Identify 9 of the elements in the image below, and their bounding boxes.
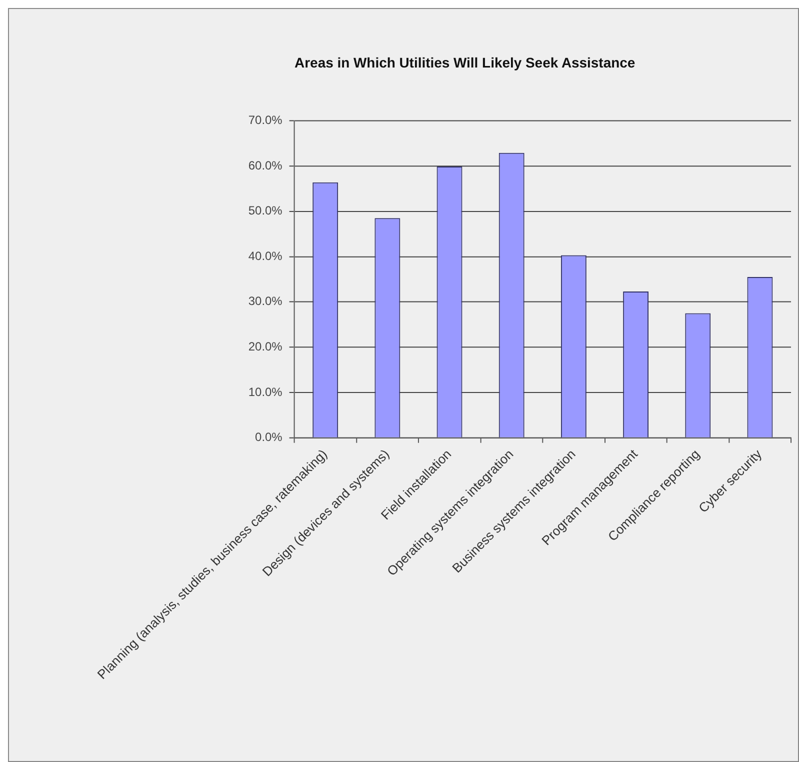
y-tick-label: 0.0% [255, 430, 283, 444]
y-tick-label: 50.0% [248, 204, 283, 218]
y-tick-label: 70.0% [248, 113, 283, 128]
y-tick-label: 20.0% [248, 340, 283, 354]
chart-title: Areas in Which Utilities Will Likely Seek Assistance [294, 54, 636, 71]
y-tick-label: 40.0% [248, 248, 283, 263]
y-tick-label: 10.0% [248, 384, 283, 399]
y-tick-label: 30.0% [248, 294, 283, 308]
y-tick-label: 60.0% [248, 158, 283, 172]
